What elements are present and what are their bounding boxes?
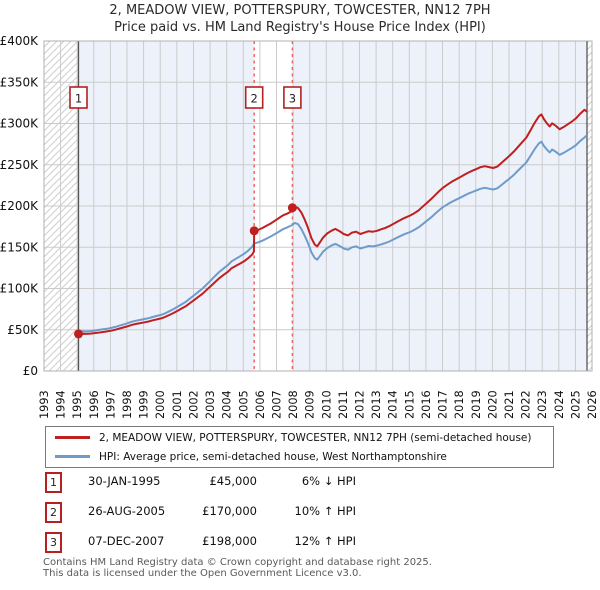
svg-text:2017: 2017 xyxy=(437,390,450,419)
svg-text:2003: 2003 xyxy=(204,390,217,419)
svg-text:2016: 2016 xyxy=(420,390,433,419)
svg-text:2012: 2012 xyxy=(354,390,367,419)
legend-label-property: 2, MEADOW VIEW, POTTERSPURY, TOWCESTER, … xyxy=(99,431,532,444)
transaction-row: 2 26-AUG-2005 £170,000 10% ↑ HPI xyxy=(0,502,600,524)
svg-text:2002: 2002 xyxy=(188,390,201,419)
legend-label-hpi: HPI: Average price, semi-detached house,… xyxy=(99,450,447,463)
svg-text:£150K: £150K xyxy=(0,240,39,254)
svg-text:2008: 2008 xyxy=(287,390,300,419)
transaction-number-badge: 3 xyxy=(45,532,62,553)
svg-text:2004: 2004 xyxy=(221,390,234,419)
page-subtitle: Price paid vs. HM Land Registry's House … xyxy=(114,20,486,35)
legend-entry-hpi: HPI: Average price, semi-detached house,… xyxy=(46,449,553,465)
transaction-date: 30-JAN-1995 xyxy=(88,474,161,488)
svg-text:2005: 2005 xyxy=(237,390,250,419)
svg-text:1999: 1999 xyxy=(138,390,151,419)
svg-text:2024: 2024 xyxy=(553,390,566,419)
svg-text:£250K: £250K xyxy=(0,158,39,172)
transaction-hpi-change: 12% ↑ HPI xyxy=(294,534,356,548)
svg-text:2000: 2000 xyxy=(154,390,167,419)
svg-text:£300K: £300K xyxy=(0,117,39,131)
svg-text:2009: 2009 xyxy=(304,390,317,419)
transaction-hpi-change: 6% ↓ HPI xyxy=(301,474,356,488)
svg-text:1996: 1996 xyxy=(88,390,101,419)
svg-text:1997: 1997 xyxy=(104,390,117,419)
svg-text:2: 2 xyxy=(251,92,258,106)
transaction-price: £45,000 xyxy=(209,474,257,488)
svg-text:2020: 2020 xyxy=(486,390,499,419)
transaction-price: £198,000 xyxy=(202,534,257,548)
transaction-row: 1 30-JAN-1995 £45,000 6% ↓ HPI xyxy=(0,472,600,494)
svg-text:2019: 2019 xyxy=(470,390,483,419)
copyright-footer: Contains HM Land Registry data © Crown c… xyxy=(43,557,432,579)
svg-text:£350K: £350K xyxy=(0,75,39,89)
svg-text:1993: 1993 xyxy=(38,390,51,419)
svg-text:2023: 2023 xyxy=(536,390,549,419)
svg-text:2013: 2013 xyxy=(370,390,383,419)
svg-text:£100K: £100K xyxy=(0,282,39,296)
footer-line-2: This data is licensed under the Open Gov… xyxy=(43,567,362,579)
svg-text:£400K: £400K xyxy=(0,34,39,48)
svg-text:2026: 2026 xyxy=(586,390,599,419)
svg-text:3: 3 xyxy=(289,92,296,106)
footer-line-1: Contains HM Land Registry data © Crown c… xyxy=(43,557,432,568)
svg-text:1994: 1994 xyxy=(55,390,68,419)
svg-text:1998: 1998 xyxy=(121,390,134,419)
svg-text:2018: 2018 xyxy=(453,390,466,419)
svg-text:2025: 2025 xyxy=(569,390,582,419)
price-chart: £0 £50K £100K £150K £200K £250K £300K £350K £400… xyxy=(0,34,599,419)
svg-text:2014: 2014 xyxy=(387,390,400,419)
chart-legend: 2, MEADOW VIEW, POTTERSPURY, TOWCESTER, … xyxy=(45,426,554,468)
hpi-line-sample-icon xyxy=(55,455,90,458)
svg-text:2022: 2022 xyxy=(520,390,533,419)
svg-text:£200K: £200K xyxy=(0,199,39,213)
svg-text:2010: 2010 xyxy=(320,390,333,419)
svg-text:2007: 2007 xyxy=(271,390,284,419)
svg-text:1: 1 xyxy=(75,92,82,106)
transaction-hpi-change: 10% ↑ HPI xyxy=(294,504,356,518)
svg-text:2021: 2021 xyxy=(503,390,516,419)
transaction-price: £170,000 xyxy=(202,504,257,518)
transaction-date: 07-DEC-2007 xyxy=(88,534,165,548)
transaction-date: 26-AUG-2005 xyxy=(88,504,166,518)
svg-text:2011: 2011 xyxy=(337,390,350,419)
transaction-row: 3 07-DEC-2007 £198,000 12% ↑ HPI xyxy=(0,532,600,554)
svg-text:£50K: £50K xyxy=(7,323,39,337)
svg-text:2006: 2006 xyxy=(254,390,267,419)
svg-text:2001: 2001 xyxy=(171,390,184,419)
svg-text:1995: 1995 xyxy=(71,390,84,419)
svg-text:2015: 2015 xyxy=(403,390,416,419)
transaction-number-badge: 2 xyxy=(45,502,62,523)
svg-text:£0: £0 xyxy=(23,364,38,378)
transaction-number-badge: 1 xyxy=(45,472,62,493)
page-title: 2, MEADOW VIEW, POTTERSPURY, TOWCESTER, … xyxy=(109,3,491,18)
property-line-sample-icon xyxy=(55,436,90,439)
legend-entry-property: 2, MEADOW VIEW, POTTERSPURY, TOWCESTER, … xyxy=(46,430,553,446)
